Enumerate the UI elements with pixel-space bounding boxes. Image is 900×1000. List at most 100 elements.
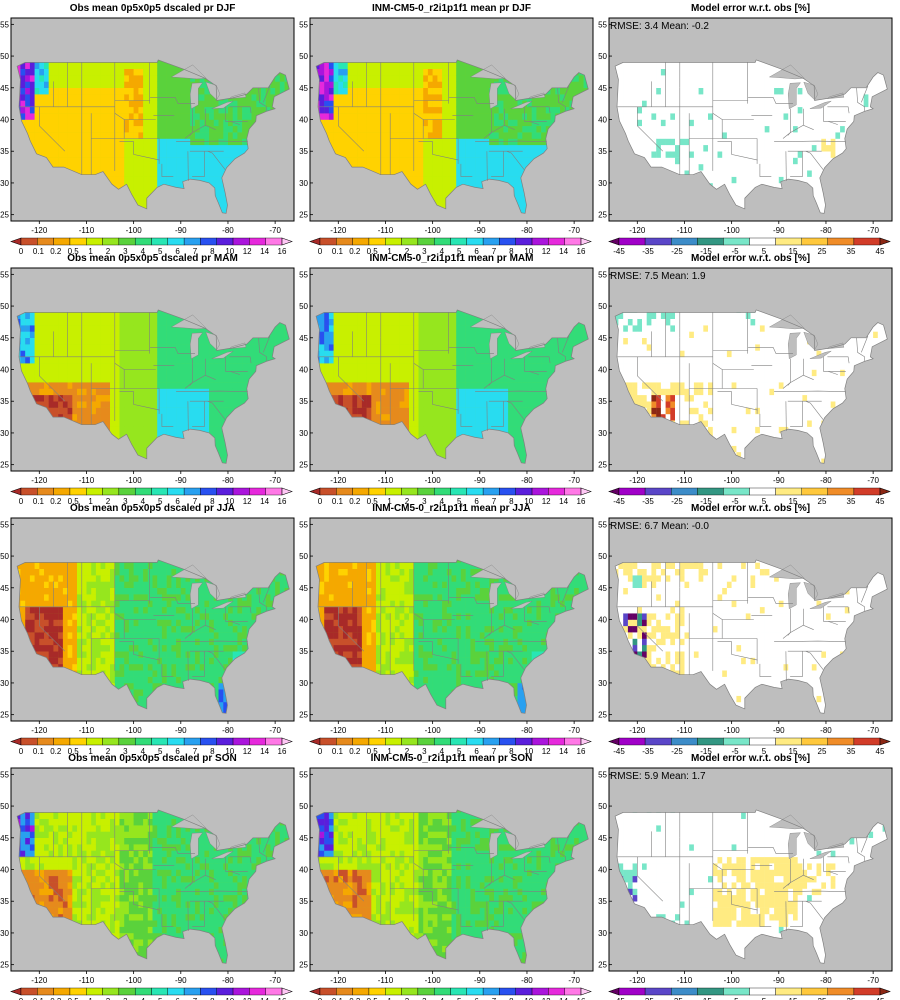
colorbar-label: 0 <box>318 997 323 1000</box>
colorbar-label: 6 <box>474 497 479 506</box>
colorbar-swatch <box>336 737 353 746</box>
lake-shape <box>826 92 845 99</box>
colorbar-swatch <box>385 987 402 996</box>
state-border <box>828 871 838 875</box>
colorbar-label: -15 <box>700 997 712 1000</box>
state-border <box>828 121 838 125</box>
lat-tick-label: 35 <box>299 647 308 656</box>
lon-tick-label: -80 <box>521 476 533 485</box>
colorbar-swatch <box>401 987 419 996</box>
colorbar-label: 0.2 <box>50 997 62 1000</box>
state-border <box>338 856 365 902</box>
colorbar-swatch <box>531 737 549 746</box>
colorbar-swatch <box>69 987 87 996</box>
state-border <box>861 835 869 853</box>
lat-tick-label: 30 <box>0 929 9 938</box>
lat-tick-label: 25 <box>598 461 607 470</box>
colorbar-swatch <box>401 737 419 746</box>
colorbar-label: 8 <box>210 747 215 756</box>
lake-shape <box>809 100 832 109</box>
lon-tick-label: -80 <box>222 476 234 485</box>
lat-tick-label: 40 <box>598 866 607 875</box>
state-border <box>119 141 160 161</box>
state-border <box>861 335 869 353</box>
lon-tick-label: -90 <box>474 726 486 735</box>
colorbar-swatch <box>69 737 87 746</box>
colorbar-swatch <box>775 987 802 996</box>
colorbar-label: 2 <box>405 247 410 256</box>
colorbar-swatch <box>466 737 484 746</box>
colorbar-swatch <box>853 737 881 746</box>
lat-tick-label: 40 <box>0 616 9 625</box>
colorbar-swatch <box>102 737 120 746</box>
colorbar-label: 5 <box>158 497 163 506</box>
panel-title: Obs mean 0p5x0p5 dscaled pr SON <box>68 753 236 764</box>
colorbar-label: -35 <box>642 497 654 506</box>
lake-shape <box>228 92 247 99</box>
state-border <box>823 106 846 122</box>
lat-tick-label: 50 <box>299 52 308 61</box>
state-border <box>258 587 267 612</box>
state-border <box>529 621 539 625</box>
lat-tick-label: 25 <box>0 961 9 970</box>
lon-tick-label: -80 <box>820 726 832 735</box>
colorbar-min-arrow <box>10 487 22 496</box>
state-border <box>790 401 803 427</box>
lon-tick-label: -120 <box>31 226 48 235</box>
lon-tick-label: -110 <box>378 226 394 235</box>
colorbar-label: 35 <box>847 747 856 756</box>
lon-tick-label: -70 <box>269 476 281 485</box>
colorbar-swatch <box>385 237 402 246</box>
state-border <box>225 606 248 622</box>
lon-tick-label: -80 <box>222 226 234 235</box>
lon-tick-label: -80 <box>521 226 533 235</box>
colorbar-label: 12 <box>243 497 252 506</box>
colorbar-label: 5 <box>457 747 462 756</box>
colorbar-label: 4 <box>440 747 445 756</box>
colorbar-swatch <box>319 487 337 496</box>
lat-tick-label: 45 <box>598 834 607 843</box>
rmse-mean-label: RMSE: 6.7 Mean: -0.0 <box>610 521 709 532</box>
lat-tick-label: 55 <box>299 520 308 529</box>
colorbar-label: 0.5 <box>367 747 379 756</box>
state-border <box>475 140 547 142</box>
colorbar-label: -35 <box>642 997 654 1000</box>
colorbar-swatch <box>118 737 136 746</box>
colorbar-label: 0.2 <box>349 247 361 256</box>
colorbar-label: 8 <box>509 247 514 256</box>
state-border <box>790 901 803 927</box>
colorbar-label: 12 <box>243 997 252 1000</box>
lon-tick-label: -90 <box>773 726 785 735</box>
lat-tick-label: 40 <box>299 366 308 375</box>
colorbar-swatch <box>433 737 451 746</box>
state-border <box>772 347 793 354</box>
colorbar-swatch <box>499 487 516 496</box>
lon-tick-label: -90 <box>773 226 785 235</box>
lake-shape <box>809 350 832 359</box>
colorbar-swatch <box>216 737 234 746</box>
map-panel: Model error w.r.t. obs [%] RMSE: 7.5 Mean… <box>598 253 893 506</box>
lon-tick-label: -100 <box>724 726 741 735</box>
lat-tick-label: 55 <box>299 20 308 29</box>
colorbar-label: 2 <box>106 497 111 506</box>
lat-tick-label: 45 <box>0 84 9 93</box>
state-border <box>524 856 547 872</box>
state-border <box>225 106 248 122</box>
colorbar-swatch <box>548 237 565 246</box>
state-border <box>774 890 846 892</box>
lat-tick-label: 55 <box>0 270 9 279</box>
lat-tick-label: 45 <box>0 584 9 593</box>
lon-tick-label: -70 <box>568 726 580 735</box>
colorbar-label: 25 <box>818 247 827 256</box>
state-border <box>562 335 570 353</box>
colorbar-label: -25 <box>671 497 683 506</box>
colorbar-label: 14 <box>260 497 269 506</box>
colorbar-swatch <box>853 487 881 496</box>
map-panel: Obs mean 0p5x0p5 dscaled pr SON -120 -110 -… <box>0 753 295 1000</box>
map-panel: INM-CM5-0_r2i1p1f1 mean pr DJF -120 -110 -1… <box>299 3 594 256</box>
state-border <box>475 640 547 642</box>
colorbar-swatch <box>827 487 855 496</box>
country-outline <box>315 309 589 464</box>
colorbar-swatch <box>401 237 419 246</box>
